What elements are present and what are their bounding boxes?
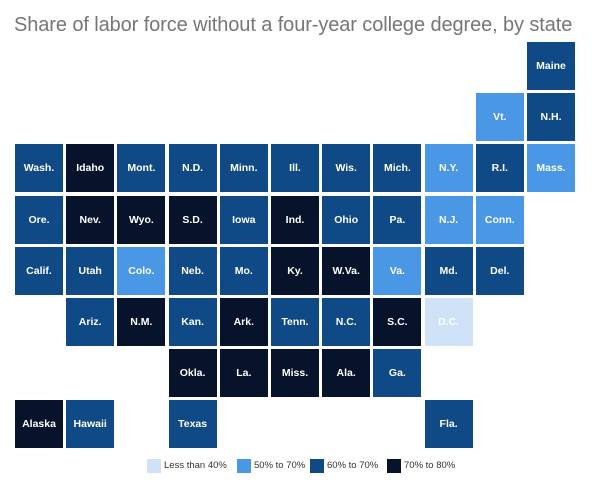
state-tile: Conn. <box>475 195 524 244</box>
state-tile: Iowa <box>219 195 268 244</box>
state-tile: Idaho <box>66 144 115 193</box>
state-tile: Del. <box>475 246 524 295</box>
state-tile: Ind. <box>271 195 319 244</box>
legend-swatch <box>147 459 161 473</box>
state-tile: Alaska <box>15 400 63 449</box>
state-tile: Ky. <box>271 246 319 295</box>
legend-label: Less than 40% <box>164 460 227 471</box>
state-tile: Va. <box>373 246 422 295</box>
state-tile: N.M. <box>117 298 166 346</box>
state-tile: Texas <box>168 400 217 449</box>
legend-swatch <box>310 459 324 473</box>
legend-swatch <box>237 459 251 473</box>
state-tile: W.Va. <box>322 246 371 295</box>
state-tile: Ohio <box>322 195 371 244</box>
state-tile: N.H. <box>527 93 575 142</box>
state-tile: Hawaii <box>66 400 115 449</box>
state-tile: R.I. <box>475 144 524 193</box>
state-tile: Ala. <box>322 349 371 398</box>
state-tile: Pa. <box>373 195 422 244</box>
state-tile: Calif. <box>15 246 63 295</box>
state-tile: N.C. <box>322 298 371 346</box>
state-tile: Kan. <box>168 298 217 346</box>
state-tile: Tenn. <box>271 298 319 346</box>
state-tile: Neb. <box>168 246 217 295</box>
legend-label: 50% to 70% <box>254 460 306 471</box>
legend-label: 60% to 70% <box>327 460 379 471</box>
state-tile: N.D. <box>168 144 217 193</box>
state-tile: S.C. <box>373 298 422 346</box>
state-tile: Ark. <box>219 298 268 346</box>
state-tile: Miss. <box>271 349 319 398</box>
legend: Less than 40% 50% to 70% 60% to 70% 70% to … <box>0 459 596 475</box>
legend-label: 70% to 80% <box>404 460 456 471</box>
state-tile: Ore. <box>15 195 63 244</box>
state-tile: Nev. <box>66 195 115 244</box>
state-tile: Vt. <box>475 93 524 142</box>
state-tile: Mo. <box>219 246 268 295</box>
state-tile: Ariz. <box>66 298 115 346</box>
state-tile: Mich. <box>373 144 422 193</box>
legend-swatch <box>387 459 401 473</box>
state-tile: Mont. <box>117 144 166 193</box>
state-tile: Maine <box>527 42 575 90</box>
state-tile: Fla. <box>424 400 473 449</box>
state-tile: N.J. <box>424 195 473 244</box>
state-tile: Ga. <box>373 349 422 398</box>
state-tile: Ill. <box>271 144 319 193</box>
state-tile: Minn. <box>219 144 268 193</box>
state-tile: Wis. <box>322 144 371 193</box>
state-tile: N.Y. <box>424 144 473 193</box>
state-tile: Wash. <box>15 144 63 193</box>
state-tile: La. <box>219 349 268 398</box>
state-tile: Utah <box>66 246 115 295</box>
state-tile: Colo. <box>117 246 166 295</box>
state-tile: Okla. <box>168 349 217 398</box>
state-tile: Mass. <box>527 144 575 193</box>
state-tile: S.D. <box>168 195 217 244</box>
state-tile: D.C. <box>424 298 473 346</box>
chart-title: Share of labor force without a four-year… <box>14 14 573 36</box>
state-tile: Md. <box>424 246 473 295</box>
state-tile: Wyo. <box>117 195 166 244</box>
